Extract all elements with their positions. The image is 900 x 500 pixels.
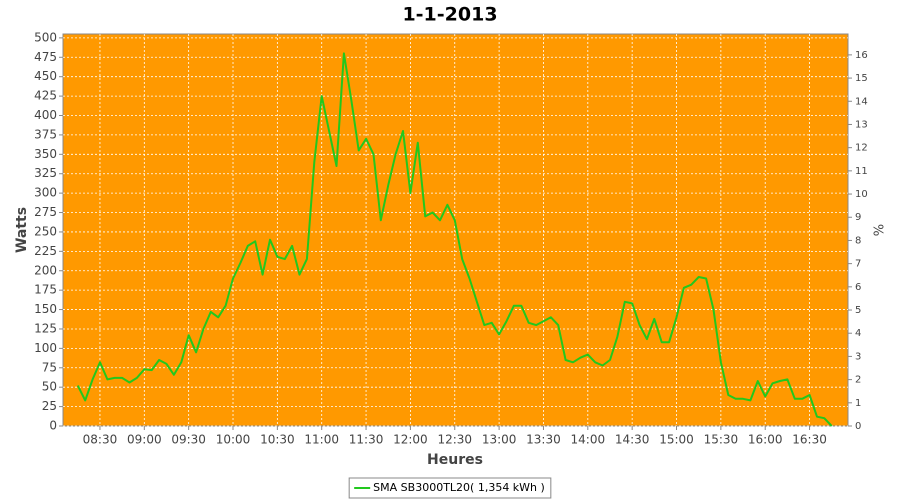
y-tick-label: 325 — [34, 166, 57, 180]
y2-tick-label: 0 — [855, 421, 861, 432]
y2-tick-label: 16 — [855, 50, 868, 61]
x-tick-label: 12:00 — [393, 433, 428, 447]
x-tick-label: 10:30 — [260, 433, 295, 447]
y2-tick-label: 13 — [855, 119, 868, 130]
x-axis-label: Heures — [427, 452, 483, 468]
y-tick-label: 400 — [34, 108, 57, 122]
legend-label: SMA SB3000TL20( 1,354 kWh ) — [373, 481, 545, 494]
y-tick-label: 375 — [34, 127, 57, 141]
y-tick-label: 175 — [34, 283, 57, 297]
plot-area — [62, 33, 849, 427]
chart-title: 1-1-2013 — [402, 4, 497, 26]
y-tick-label: 425 — [34, 89, 57, 103]
legend-box — [348, 477, 552, 499]
legend: SMA SB3000TL20( 1,354 kWh ) — [348, 477, 552, 499]
x-tick-label: 13:00 — [482, 433, 517, 447]
y-tick-label: 475 — [34, 50, 57, 64]
y-tick-label: 300 — [34, 186, 57, 200]
y-tick-label: 500 — [34, 30, 57, 44]
y2-tick-label: 10 — [855, 189, 868, 200]
y2-tick-label: 15 — [855, 73, 868, 84]
x-tick-label: 15:00 — [659, 433, 694, 447]
y-tick-label: 250 — [34, 224, 57, 238]
y2-tick-label: 6 — [855, 282, 861, 293]
y-axis-label: Watts — [14, 207, 30, 253]
x-tick-label: 08:30 — [83, 433, 118, 447]
y2-tick-label: 12 — [855, 143, 868, 154]
y2-tick-label: 2 — [855, 375, 861, 386]
y2-tick-label: 9 — [855, 212, 861, 223]
y2-axis-label: % — [873, 224, 888, 236]
x-tick-label: 16:00 — [748, 433, 783, 447]
x-tick-label: 14:30 — [615, 433, 650, 447]
y-tick-label: 25 — [42, 399, 57, 413]
y-tick-label: 225 — [34, 244, 57, 258]
y-tick-label: 100 — [34, 341, 57, 355]
y2-tick-label: 11 — [855, 166, 868, 177]
x-tick-label: 10:00 — [216, 433, 251, 447]
data-line — [76, 52, 833, 427]
y-tick-label: 150 — [34, 302, 57, 316]
y-tick-label: 450 — [34, 69, 57, 83]
y-tick-label: 0 — [49, 419, 57, 433]
x-tick-label: 11:00 — [304, 433, 339, 447]
x-tick-label: 12:30 — [437, 433, 472, 447]
y-tick-label: 350 — [34, 147, 57, 161]
x-tick-label: 14:00 — [571, 433, 606, 447]
y2-tick-label: 8 — [855, 235, 861, 246]
y2-tick-label: 14 — [855, 96, 868, 107]
y-tick-label: 50 — [42, 380, 57, 394]
x-tick-label: 15:30 — [704, 433, 739, 447]
y2-tick-label: 3 — [855, 351, 861, 362]
x-tick-label: 09:30 — [171, 433, 206, 447]
y-tick-label: 75 — [42, 360, 57, 374]
y-tick-label: 275 — [34, 205, 57, 219]
y2-tick-label: 4 — [855, 328, 861, 339]
y2-tick-label: 7 — [855, 259, 861, 270]
y2-tick-label: 5 — [855, 305, 861, 316]
x-tick-label: 09:00 — [127, 433, 162, 447]
x-tick-label: 13:30 — [526, 433, 561, 447]
y2-tick-label: 1 — [855, 398, 861, 409]
x-tick-label: 11:30 — [349, 433, 384, 447]
y-tick-label: 125 — [34, 321, 57, 335]
x-tick-label: 16:30 — [792, 433, 827, 447]
y-tick-label: 200 — [34, 263, 57, 277]
